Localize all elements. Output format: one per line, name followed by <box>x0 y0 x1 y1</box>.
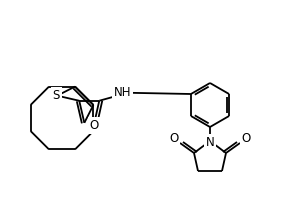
Text: NH: NH <box>113 86 131 99</box>
Text: N: N <box>206 136 214 148</box>
Text: O: O <box>242 132 250 144</box>
Text: S: S <box>52 89 60 102</box>
Text: O: O <box>169 132 178 144</box>
Text: O: O <box>90 119 99 132</box>
